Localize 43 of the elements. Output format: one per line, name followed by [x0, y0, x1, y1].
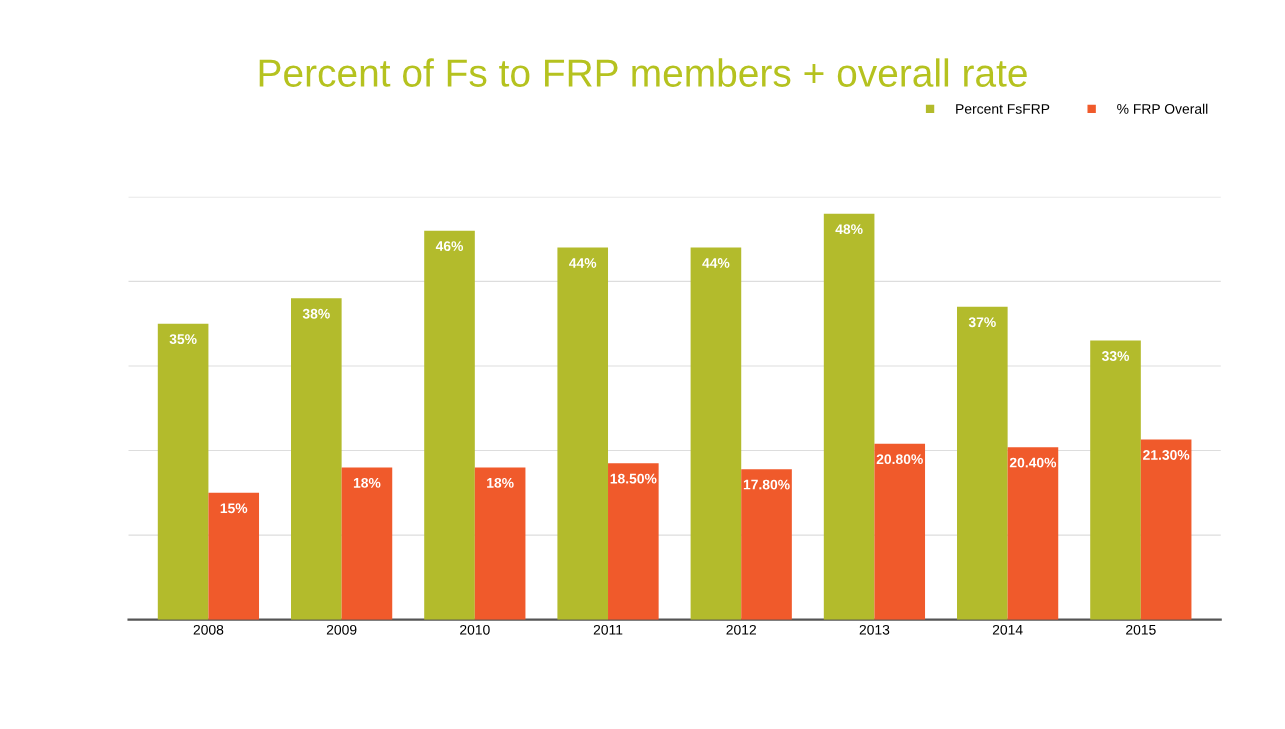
- x-tick-label: 2008: [193, 624, 224, 635]
- bar: [874, 443, 926, 620]
- legend-label: Percent FsFRP: [956, 104, 1050, 114]
- data-label: 46%: [435, 241, 464, 252]
- bar: [690, 247, 742, 620]
- bar: [291, 298, 342, 620]
- data-label: 18.50%: [610, 473, 657, 484]
- legend-label: % FRP Overall: [1117, 103, 1208, 114]
- bar: [1090, 340, 1141, 620]
- bar: [208, 492, 260, 620]
- bar: [557, 247, 609, 620]
- bar: [741, 469, 792, 620]
- x-tick-label: 2009: [326, 624, 357, 635]
- data-label: 20.40%: [1009, 457, 1057, 468]
- x-tick-label: 2010: [460, 624, 490, 635]
- data-label: 17.80%: [743, 479, 790, 490]
- bar: [957, 306, 1008, 620]
- data-label: 37%: [968, 317, 996, 328]
- bar: [424, 230, 475, 620]
- data-label: 35%: [169, 334, 197, 345]
- data-label: 18%: [487, 477, 514, 488]
- x-tick-label: 2011: [593, 624, 623, 635]
- x-tick-label: 2014: [992, 624, 1023, 635]
- data-label: 18%: [353, 477, 381, 488]
- data-label: 15%: [220, 503, 248, 514]
- data-label: 20.80%: [876, 454, 923, 465]
- data-label: 48%: [835, 224, 863, 235]
- bar: [157, 323, 209, 620]
- x-tick-label: 2015: [1126, 624, 1156, 635]
- bar: [341, 467, 393, 620]
- bar: [823, 213, 875, 620]
- data-label: 33%: [1101, 351, 1130, 361]
- data-label: 38%: [302, 308, 330, 319]
- x-tick-label: 2013: [859, 624, 890, 635]
- data-label: 44%: [702, 258, 730, 268]
- x-tick-label: 2012: [726, 624, 756, 635]
- bar: [1140, 439, 1192, 620]
- chart-title: Percent of Fs to FRP members + overall rate: [259, 58, 1027, 87]
- bar: [608, 463, 659, 620]
- data-label: 44%: [569, 258, 597, 268]
- bar: [474, 467, 526, 620]
- data-label: 21.30%: [1143, 450, 1190, 460]
- bar: [1007, 447, 1059, 620]
